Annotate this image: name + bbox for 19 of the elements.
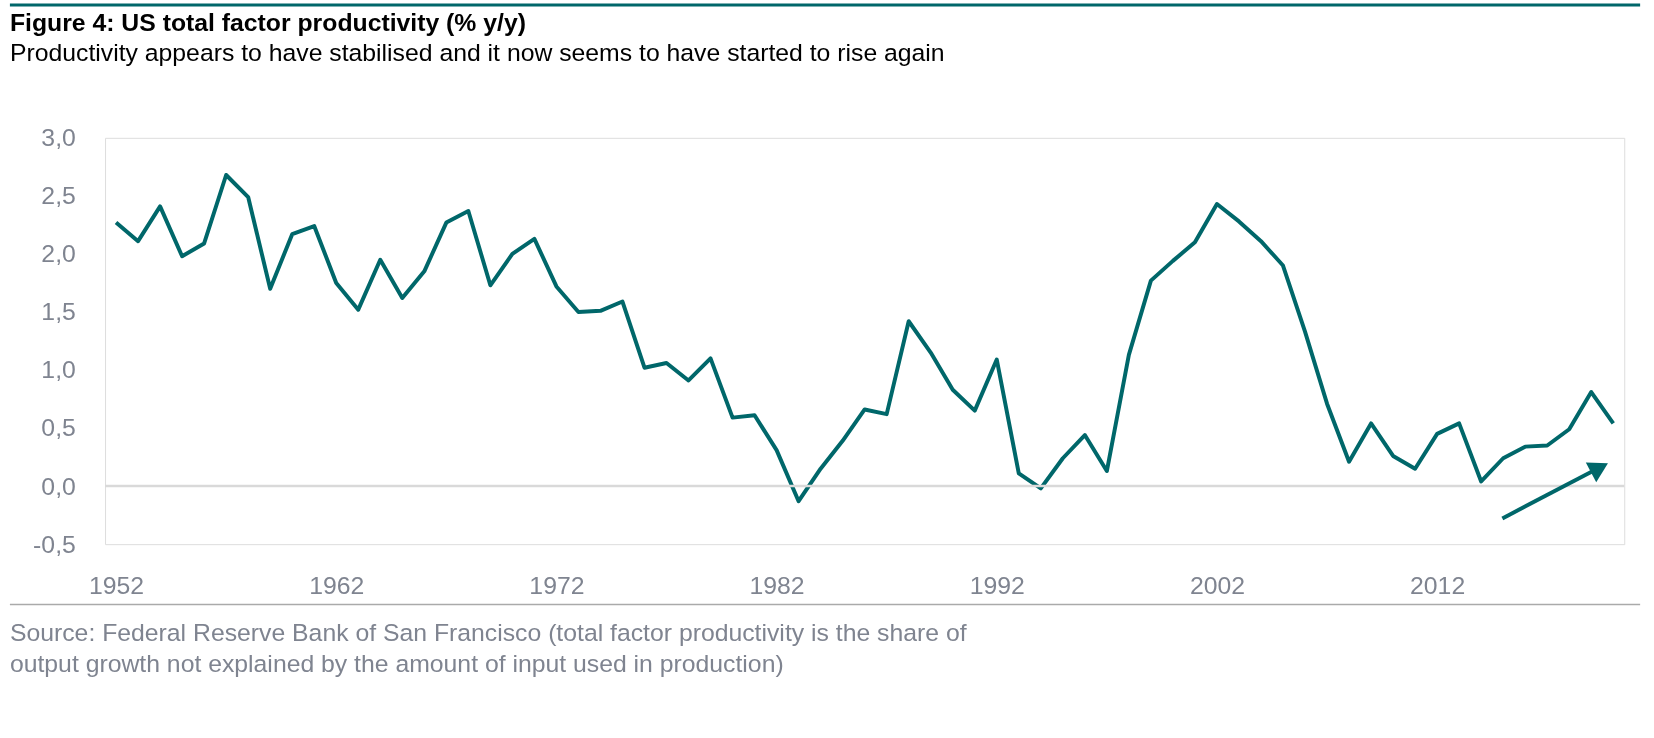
- y-tick-label: -0,5: [33, 530, 76, 558]
- x-tick-label: 1952: [89, 572, 145, 600]
- y-tick-label: 2,0: [41, 240, 76, 268]
- y-tick-label: 1,5: [41, 298, 76, 326]
- x-tick-label: 2002: [1189, 572, 1245, 600]
- chart-title: Figure 4: US total factor productivity (% y/y): [9, 8, 526, 36]
- y-tick-label: 2,5: [41, 182, 76, 210]
- x-tick-label: 1972: [529, 572, 585, 600]
- line-series: [114, 173, 1616, 504]
- y-tick-label: 0,0: [41, 472, 76, 500]
- chart-subtitle: Productivity appears to have stabilised and it now seems to have started to rise again: [9, 38, 945, 66]
- x-tick-label: 1982: [749, 572, 805, 600]
- y-tick-label: 1,0: [41, 356, 76, 384]
- y-tick-label: 3,0: [41, 124, 76, 152]
- source-note: Source: Federal Reserve Bank of San Francisco (total factor productivity is the share of output growth not explained by the amount of input used in production): [9, 619, 967, 677]
- x-tick-label: 2012: [1410, 572, 1466, 600]
- y-tick-label: 0,5: [41, 414, 76, 442]
- x-tick-label: 1992: [969, 572, 1025, 600]
- x-tick-label: 1962: [309, 572, 365, 600]
